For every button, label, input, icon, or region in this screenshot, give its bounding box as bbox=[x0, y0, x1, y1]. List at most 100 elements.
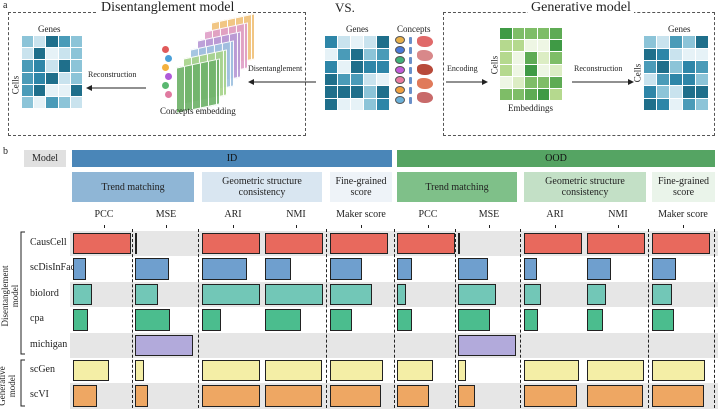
ood-header: OOD bbox=[397, 150, 715, 167]
matrix-cell bbox=[537, 64, 550, 76]
bar-scVI bbox=[330, 385, 382, 407]
matrix-cell bbox=[46, 36, 58, 48]
condition-icon bbox=[409, 57, 412, 64]
matrix-cell bbox=[338, 48, 350, 60]
matrix-cell bbox=[525, 76, 537, 88]
matrix-cell bbox=[670, 73, 682, 85]
matrix-cell bbox=[34, 72, 46, 84]
bar-scDisInFact bbox=[135, 258, 169, 280]
matrix-cell bbox=[351, 86, 363, 98]
model-label-scGen: scGen bbox=[30, 364, 55, 375]
bar-scVI bbox=[458, 385, 476, 407]
bar-CausCell bbox=[135, 233, 137, 255]
matrix-cell bbox=[377, 98, 389, 110]
ood-fine-grained: Fine-grained score bbox=[652, 172, 715, 202]
condition-icon bbox=[409, 97, 412, 104]
metric-tick bbox=[683, 225, 684, 228]
matrix-cell bbox=[70, 96, 82, 108]
condition-icon bbox=[409, 47, 412, 54]
bar-scVI bbox=[652, 385, 705, 407]
matrix-cell bbox=[58, 96, 70, 108]
matrix-cell bbox=[46, 96, 58, 108]
metric-label: PCC bbox=[94, 209, 114, 220]
matrix-cell bbox=[377, 73, 389, 85]
bar-CausCell bbox=[397, 233, 455, 255]
matrix-cell bbox=[657, 73, 669, 85]
matrix-cell bbox=[58, 60, 70, 72]
metric-label: Maker score bbox=[658, 209, 708, 220]
bar-scVI bbox=[524, 385, 578, 407]
organ-icon bbox=[417, 64, 433, 75]
matrix-cell bbox=[46, 84, 58, 96]
matrix-cell bbox=[525, 64, 537, 76]
metric-label: ARI bbox=[224, 209, 242, 220]
ood-geometric: Geometric structure consistency bbox=[524, 172, 646, 202]
metric-tick bbox=[104, 225, 105, 228]
model-label-cpa: cpa bbox=[30, 313, 44, 325]
model-label-CausCell: CausCell bbox=[30, 237, 67, 248]
matrix-cell bbox=[683, 86, 695, 98]
bar-biolord bbox=[73, 283, 92, 306]
bar-CausCell bbox=[587, 233, 645, 255]
id-trend-matching: Trend matching bbox=[72, 172, 194, 202]
matrix-cell bbox=[550, 64, 562, 76]
matrix-cell bbox=[338, 36, 350, 48]
model-header-label: Model bbox=[31, 153, 59, 164]
bar-scDisInFact bbox=[458, 258, 489, 280]
matrix-cell bbox=[58, 48, 70, 60]
condition-icon bbox=[409, 37, 412, 44]
concept-dot-icon bbox=[162, 64, 169, 71]
matrix-cell bbox=[34, 60, 46, 72]
reconstruction-label-right: Reconstruction bbox=[574, 64, 623, 73]
matrix-cell bbox=[512, 52, 525, 64]
matrix-cell bbox=[683, 98, 695, 110]
metric-tick bbox=[618, 225, 619, 228]
matrix-cell bbox=[364, 98, 376, 110]
organ-icon bbox=[417, 36, 433, 47]
model-label-biolord: biolord bbox=[30, 287, 59, 299]
matrix-cell bbox=[34, 84, 46, 96]
disentanglement-group-label: Disentanglement model bbox=[0, 256, 20, 336]
embeddings-label: Embeddings bbox=[508, 103, 553, 113]
metric-label: NMI bbox=[286, 209, 306, 220]
matrix-cell bbox=[34, 96, 46, 108]
matrix-cell bbox=[696, 61, 708, 73]
panel-separator bbox=[520, 229, 521, 408]
matrix-cell bbox=[683, 73, 695, 85]
matrix-cell bbox=[644, 61, 656, 73]
bar-CausCell bbox=[265, 233, 323, 255]
matrix-cell bbox=[338, 86, 350, 98]
bar-biolord bbox=[587, 283, 606, 306]
matrix-cell bbox=[525, 40, 537, 52]
matrix-cell bbox=[70, 48, 82, 60]
matrix-cell bbox=[364, 48, 376, 60]
panel-separator bbox=[455, 229, 456, 408]
matrix-cell bbox=[338, 61, 350, 73]
matrix-cell bbox=[364, 61, 376, 73]
cell-type-icon bbox=[395, 66, 405, 74]
matrix-cell bbox=[351, 73, 363, 85]
bar-scDisInFact bbox=[265, 258, 292, 280]
matrix-cell bbox=[325, 73, 337, 85]
bar-cpa bbox=[202, 309, 221, 331]
bar-CausCell bbox=[73, 233, 131, 255]
matrix-cell bbox=[696, 48, 708, 60]
matrix-cell bbox=[22, 96, 34, 108]
matrix-cell bbox=[58, 72, 70, 84]
organ-icon bbox=[417, 78, 433, 89]
matrix-cell bbox=[670, 48, 682, 60]
genes-label-right: Genes bbox=[668, 24, 691, 34]
arrow-left-1 bbox=[86, 85, 146, 91]
ood-trend-matching-label: Trend matching bbox=[425, 181, 489, 193]
panel-a-letter: a bbox=[3, 0, 8, 11]
bar-scDisInFact bbox=[587, 258, 612, 280]
matrix-cell bbox=[537, 88, 550, 100]
metric-label: MSE bbox=[155, 209, 177, 220]
matrix-cell bbox=[657, 98, 669, 110]
metric-tick bbox=[428, 225, 429, 228]
matrix-cell bbox=[70, 84, 82, 96]
bar-scGen bbox=[397, 360, 433, 382]
ood-fine-grained-label: Fine-grained score bbox=[657, 176, 710, 198]
matrix-cell bbox=[325, 98, 337, 110]
matrix-cell bbox=[351, 61, 363, 73]
